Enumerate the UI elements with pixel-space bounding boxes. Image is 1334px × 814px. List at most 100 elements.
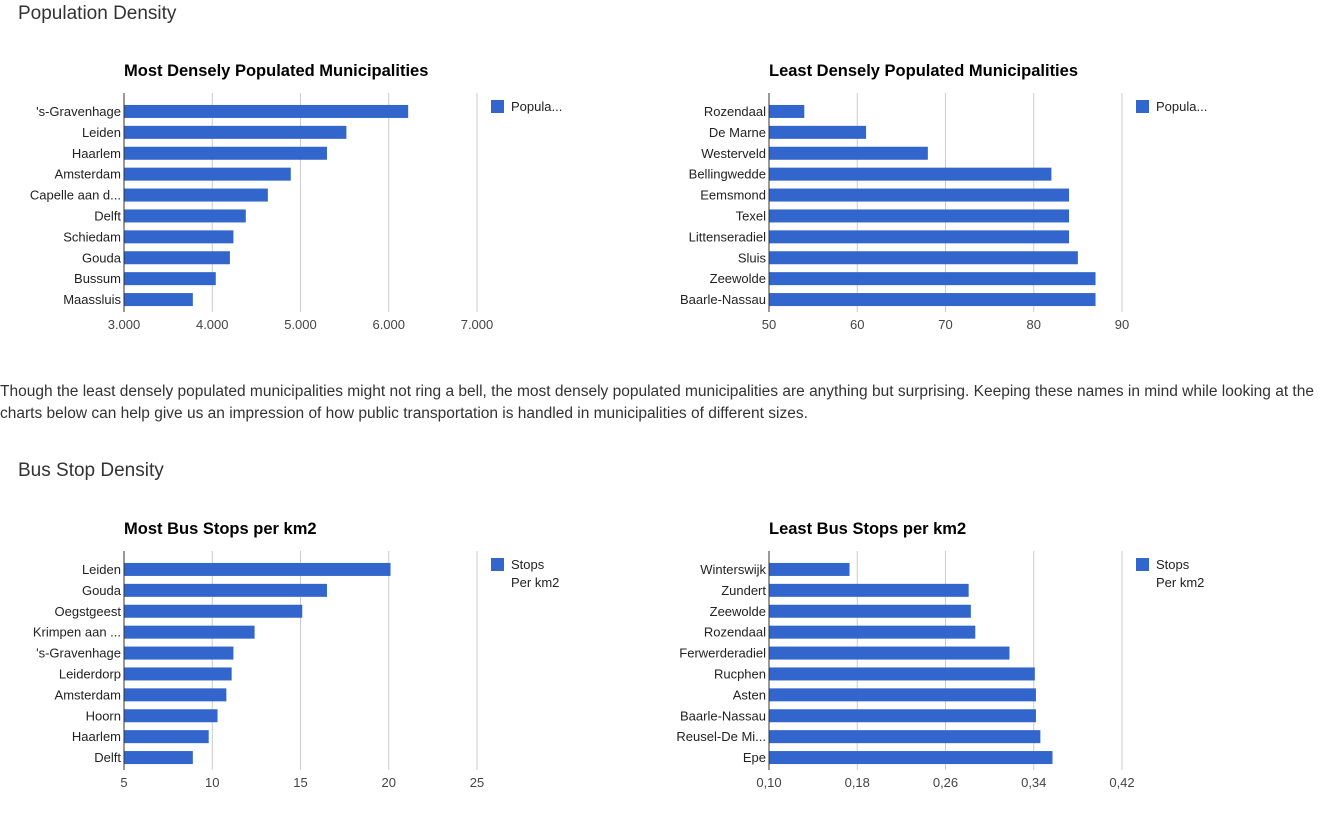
category-label: 's-Gravenhage [36,646,121,661]
bar [769,272,1096,286]
legend-label: Stops [511,557,545,572]
x-tick-label: 15 [293,775,307,790]
bar [124,251,230,265]
category-label: 's-Gravenhage [36,104,121,119]
section-title-population-density: Population Density [18,3,177,24]
category-label: Maassluis [63,292,121,307]
bar [769,709,1036,723]
category-label: Leiden [82,125,121,140]
bar [124,730,209,744]
bar [124,167,291,181]
category-label: Bellingwedde [689,167,766,182]
bar [769,209,1070,223]
chart-title: Least Densely Populated Municipalities [769,62,1078,80]
bar [124,751,193,765]
legend-swatch [491,100,504,113]
category-label: Rucphen [714,666,766,681]
category-label: Baarle-Nassau [680,292,766,307]
legend-swatch [491,558,504,571]
bar [769,167,1052,181]
x-tick-label: 3.000 [108,317,141,332]
category-label: Bussum [74,271,121,286]
bar [769,730,1041,744]
category-label: Sluis [738,250,767,265]
bar [769,667,1035,681]
bar [124,230,234,244]
bar [769,293,1096,307]
bar [124,125,347,139]
category-label: Schiedam [63,229,121,244]
bar [124,272,216,286]
bar [124,604,303,618]
x-tick-label: 7.000 [461,317,494,332]
bar [124,562,391,576]
bar [769,562,850,576]
x-tick-label: 25 [470,775,484,790]
bar [769,625,976,639]
category-label: Krimpen aan ... [33,625,121,640]
x-tick-label: 10 [205,775,219,790]
bar [124,709,218,723]
x-tick-label: 5 [120,775,127,790]
legend-label: Per km2 [511,575,559,590]
category-label: Hoorn [86,708,121,723]
category-label: Zundert [721,583,766,598]
legend-label: Popula... [1156,99,1207,114]
x-tick-label: 0,26 [933,775,958,790]
bar [769,125,867,139]
legend-label: Popula... [511,99,562,114]
category-label: Amsterdam [55,687,121,702]
bar [124,646,234,660]
category-label: Asten [733,687,766,702]
x-tick-label: 80 [1027,317,1041,332]
bar [124,667,232,681]
bar [769,646,1010,660]
category-label: Ferwerderadiel [679,646,766,661]
category-label: Leiden [82,562,121,577]
x-tick-label: 0,34 [1021,775,1046,790]
category-label: Leiderdorp [59,666,121,681]
bar [769,583,969,597]
category-label: Gouda [82,583,122,598]
bar [124,209,246,223]
category-label: Reusel-De Mi... [676,729,766,744]
section-title-bus-stop-density: Bus Stop Density [18,460,164,481]
category-label: Delft [94,750,121,765]
chart-most-densely-populated: Most Densely Populated Municipalities 3.0… [30,62,562,332]
category-label: Capelle aan d... [30,188,121,203]
category-label: De Marne [709,125,766,140]
x-tick-label: 0,10 [756,775,781,790]
category-label: Rozendaal [704,104,766,119]
category-label: Baarle-Nassau [680,708,766,723]
category-label: Haarlem [72,729,121,744]
bar [769,104,805,118]
bar [769,188,1070,202]
category-label: Rozendaal [704,625,766,640]
bar [124,188,268,202]
category-label: Amsterdam [55,167,121,182]
category-label: Winterswijk [700,562,766,577]
category-label: Littenseradiel [689,229,766,244]
bar [124,146,327,160]
x-tick-label: 50 [762,317,776,332]
bar [124,104,409,118]
chart-least-bus-stops: Least Bus Stops per km2 0,10 0,18 0,26 0,34 0… [676,520,1204,790]
legend-swatch [1136,100,1149,113]
bar [769,146,928,160]
bar [124,688,227,702]
category-label: Eemsmond [700,188,766,203]
x-tick-label: 70 [938,317,952,332]
category-label: Zeewolde [710,271,766,286]
legend-label: Stops [1156,557,1190,572]
chart-title: Least Bus Stops per km2 [769,520,966,538]
x-tick-label: 6.000 [372,317,405,332]
bar [124,625,255,639]
bar [769,751,1053,765]
x-tick-label: 90 [1115,317,1129,332]
x-tick-label: 60 [850,317,864,332]
category-label: Zeewolde [710,604,766,619]
category-label: Westerveld [701,146,766,161]
category-label: Gouda [82,250,122,265]
x-tick-label: 0,18 [845,775,870,790]
x-tick-label: 4.000 [196,317,229,332]
